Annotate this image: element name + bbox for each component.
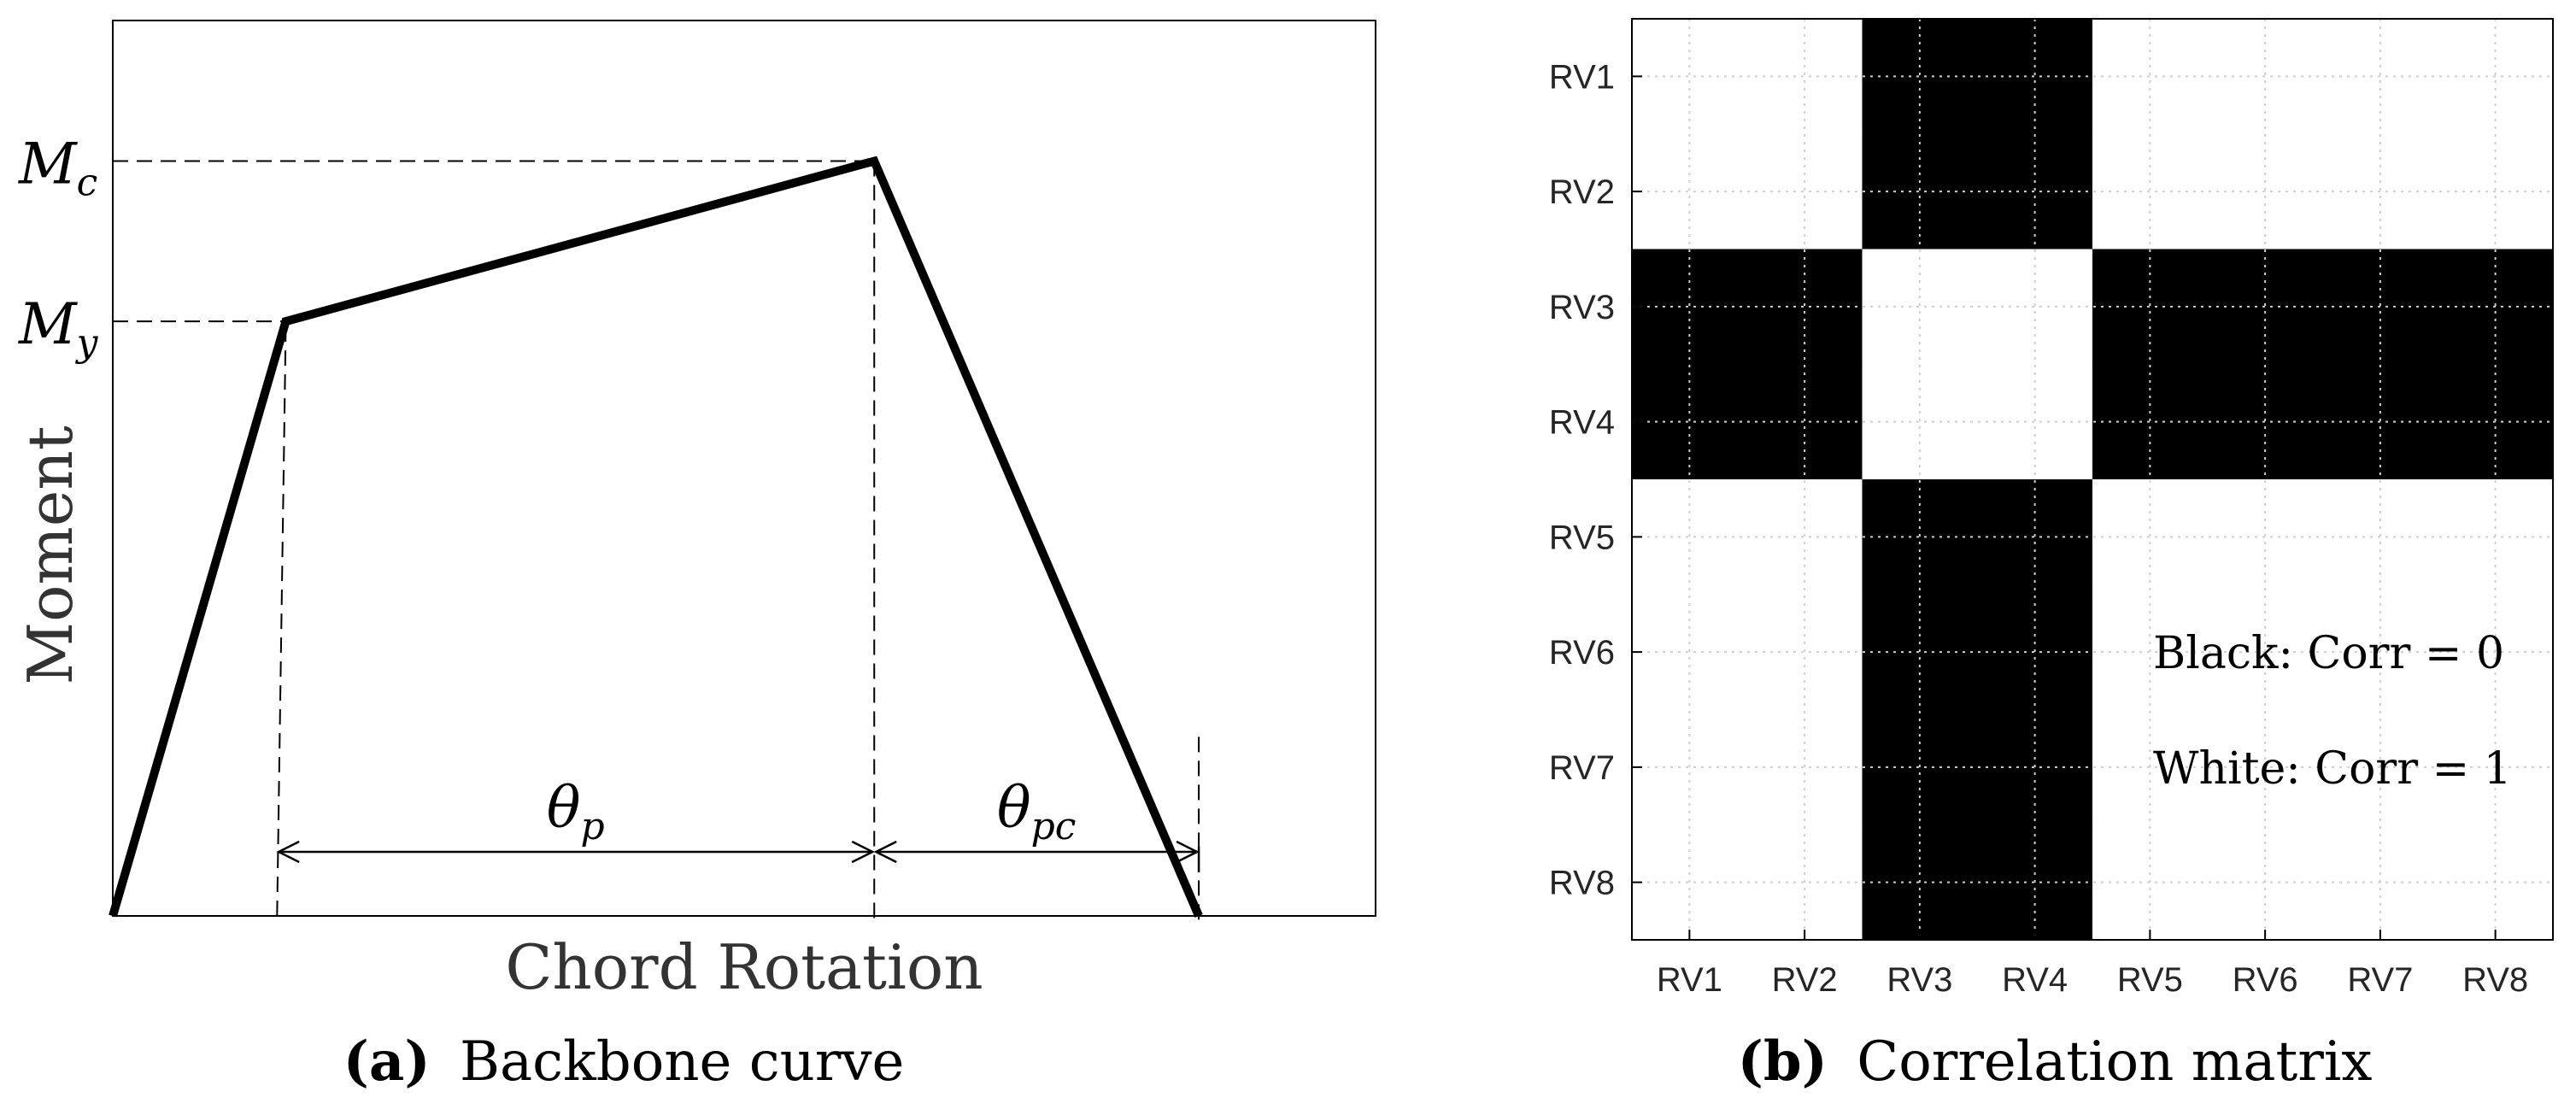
span-label-p: θp <box>547 775 605 848</box>
cell-RV7-RV2 <box>1746 709 1863 825</box>
cell-RV1-RV4 <box>1977 19 2093 135</box>
cell-RV5-RV6 <box>2207 479 2324 596</box>
backbone-y-axis-label: Moment <box>15 425 86 684</box>
backbone-guide-lines <box>113 160 1200 925</box>
cell-RV2-RV3 <box>1862 133 1978 250</box>
x-tick-label-RV1: RV1 <box>1657 961 1722 999</box>
cell-RV2-RV4 <box>1977 133 2093 250</box>
cell-RV5-RV7 <box>2322 479 2438 596</box>
x-tick-label-RV5: RV5 <box>2117 961 2183 999</box>
cell-RV4-RV7 <box>2322 364 2438 480</box>
yield-drop-line <box>276 326 287 925</box>
x-tick-label-RV3: RV3 <box>1887 961 1952 999</box>
y-tick-label-RV4: RV4 <box>1549 404 1615 442</box>
cell-RV1-RV6 <box>2207 19 2324 135</box>
level-label-c: Mc <box>18 132 97 205</box>
caption-a-label: (a) <box>343 1030 431 1094</box>
cell-RV6-RV6 <box>2207 594 2324 711</box>
cell-RV6-RV7 <box>2322 594 2438 711</box>
span-label-pc: θpc <box>997 775 1077 848</box>
cell-RV5-RV4 <box>1977 479 2093 596</box>
caption-a: (a) Backbone curve <box>343 1030 905 1094</box>
y-tick-label-RV8: RV8 <box>1549 865 1615 902</box>
cell-RV1-RV2 <box>1746 19 1863 135</box>
correlation-x-tick-labels: RV1 RV2 RV3 RV4 RV5 RV6 RV7 RV8 <box>1657 961 2528 999</box>
cell-RV5-RV3 <box>1862 479 1978 596</box>
cell-RV5-RV2 <box>1746 479 1863 596</box>
cell-RV4-RV1 <box>1632 364 1748 480</box>
x-tick-label-RV6: RV6 <box>2233 961 2298 999</box>
correlation-matrix-panel: RV1 RV2 RV3 RV4 RV5 RV6 RV7 RV8 RV1 RV2 RV3 RV4 RV5… <box>1549 18 2554 999</box>
cell-RV6-RV2 <box>1746 594 1863 711</box>
backbone-curve-panel: Mc My θp θpc Chord Rotation Moment <box>15 20 1376 1003</box>
cell-RV6-RV4 <box>1977 594 2093 711</box>
cell-RV4-RV6 <box>2207 364 2324 480</box>
cell-RV3-RV5 <box>2092 249 2209 365</box>
cell-RV7-RV7 <box>2322 709 2438 825</box>
cell-RV6-RV5 <box>2092 594 2209 711</box>
caption-b: (b) Correlation matrix <box>1738 1030 2373 1094</box>
cell-RV7-RV3 <box>1862 709 1978 825</box>
backbone-x-axis-label: Chord Rotation <box>505 931 983 1003</box>
legend-entry-1: White: Corr = 1 <box>2153 743 2512 795</box>
cell-RV3-RV4 <box>1977 249 2093 365</box>
backbone-span-arrows <box>276 840 1200 872</box>
correlation-y-tick-labels: RV1 RV2 RV3 RV4 RV5 RV6 RV7 RV8 <box>1549 58 1615 901</box>
cell-RV3-RV3 <box>1862 249 1978 365</box>
backbone-span-labels: θp θpc <box>547 775 1077 848</box>
y-tick-label-RV3: RV3 <box>1549 289 1615 326</box>
cell-RV2-RV6 <box>2207 133 2324 250</box>
cell-RV5-RV5 <box>2092 479 2209 596</box>
cell-RV3-RV2 <box>1746 249 1863 365</box>
cell-RV5-RV1 <box>1632 479 1748 596</box>
backbone-level-labels: Mc My <box>18 132 99 366</box>
cell-RV1-RV5 <box>2092 19 2209 135</box>
cell-RV2-RV5 <box>2092 133 2209 250</box>
cell-RV4-RV2 <box>1746 364 1863 480</box>
caption-a-text: Backbone curve <box>460 1030 904 1094</box>
cell-RV4-RV4 <box>1977 364 2093 480</box>
cell-RV4-RV5 <box>2092 364 2209 480</box>
cell-RV6-RV3 <box>1862 594 1978 711</box>
cell-RV3-RV7 <box>2322 249 2438 365</box>
cell-RV1-RV3 <box>1862 19 1978 135</box>
y-tick-label-RV2: RV2 <box>1549 173 1615 211</box>
caption-b-text: Correlation matrix <box>1857 1030 2372 1094</box>
span-arrowhead-left-pc <box>873 840 897 864</box>
span-arrowhead-right-p <box>851 840 876 864</box>
y-tick-label-RV6: RV6 <box>1549 634 1615 672</box>
cell-RV2-RV7 <box>2322 133 2438 250</box>
cell-RV7-RV6 <box>2207 709 2324 825</box>
correlation-axes-box <box>1631 18 2554 941</box>
backbone-axes-box <box>112 20 1376 917</box>
x-tick-label-RV2: RV2 <box>1772 961 1838 999</box>
cell-RV1-RV7 <box>2322 19 2438 135</box>
x-tick-label-RV4: RV4 <box>2002 961 2068 999</box>
cell-RV3-RV1 <box>1632 249 1748 365</box>
cell-RV1-RV1 <box>1632 19 1748 135</box>
correlation-legend: Black: Corr = 0 White: Corr = 1 <box>2153 628 2512 795</box>
cell-RV4-RV3 <box>1862 364 1978 480</box>
span-arrowhead-right-pc <box>1176 840 1200 864</box>
x-tick-label-RV7: RV7 <box>2347 961 2413 999</box>
cell-RV6-RV1 <box>1632 594 1748 711</box>
y-tick-label-RV7: RV7 <box>1549 749 1615 787</box>
cell-RV7-RV1 <box>1632 709 1748 825</box>
legend-entry-0: Black: Corr = 0 <box>2153 628 2504 679</box>
cell-RV7-RV4 <box>1977 709 2093 825</box>
cell-RV3-RV6 <box>2207 249 2324 365</box>
y-tick-label-RV1: RV1 <box>1549 58 1615 96</box>
cell-RV2-RV1 <box>1632 133 1748 250</box>
y-tick-label-RV5: RV5 <box>1549 519 1615 556</box>
level-label-y: My <box>18 291 99 365</box>
correlation-ticks <box>1632 75 2497 940</box>
backbone-curve-line <box>109 156 1203 918</box>
x-tick-label-RV8: RV8 <box>2462 961 2528 999</box>
correlation-cells <box>1632 19 2554 941</box>
cell-RV2-RV2 <box>1746 133 1863 250</box>
caption-b-label: (b) <box>1738 1030 1828 1094</box>
span-arrowhead-left-p <box>276 840 300 864</box>
cell-RV7-RV5 <box>2092 709 2209 825</box>
